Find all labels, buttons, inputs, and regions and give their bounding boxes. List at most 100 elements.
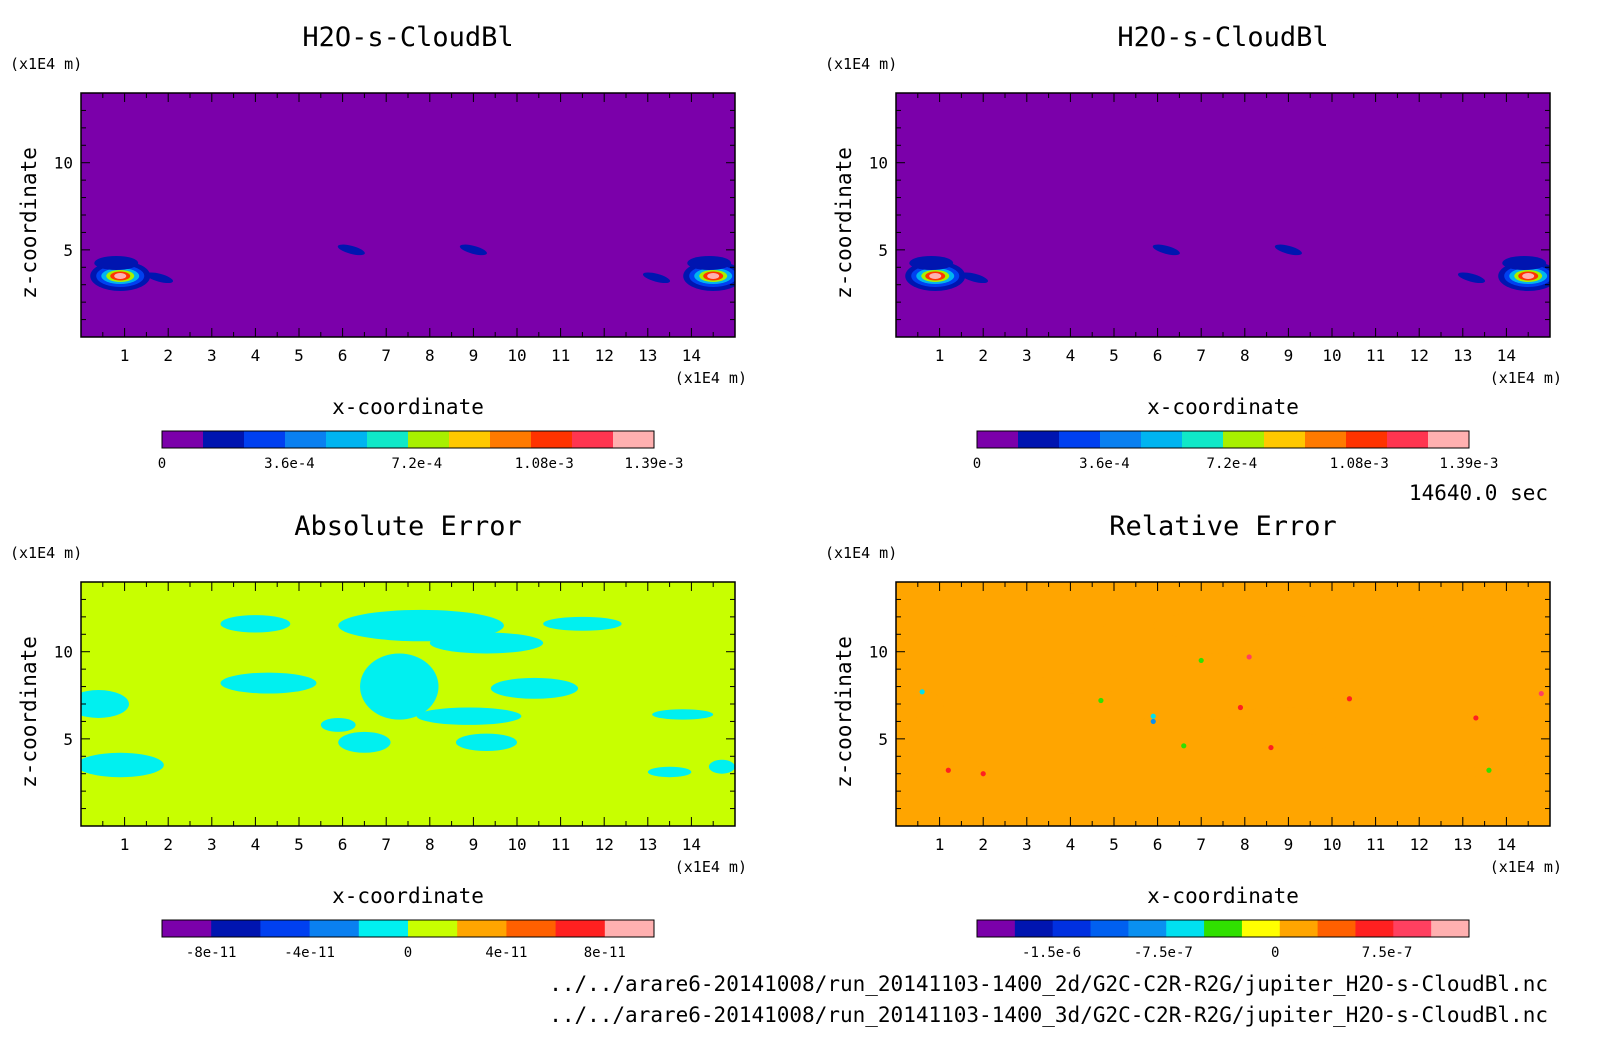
colorbar-swatch [506, 920, 557, 937]
x-tick-label: 8 [1240, 346, 1250, 365]
colorbar-label: -1.5e-6 [1022, 945, 1081, 961]
error-spot [919, 689, 925, 695]
error-region [1358, 616, 1437, 631]
plot-area [896, 582, 1550, 826]
x-tick-label: 9 [1284, 835, 1294, 854]
error-region [320, 717, 356, 732]
x-tick-label: 14 [682, 835, 701, 854]
x-tick-label: 3 [207, 835, 217, 854]
y-tick-label: 5 [878, 730, 888, 749]
error-region [1135, 717, 1171, 732]
colorbar-swatch [1355, 920, 1394, 937]
x-axis-title: x-coordinate [1147, 884, 1299, 908]
colorbar-swatch [1204, 920, 1243, 937]
error-region [1523, 759, 1550, 774]
colorbar-swatch [408, 920, 458, 937]
x-tick-label: 7 [1196, 346, 1206, 365]
x-tick-label: 12 [1410, 835, 1429, 854]
colorbar-frame [976, 430, 1470, 449]
x-tick-label: 5 [1109, 835, 1119, 854]
colorbar-label: 1.39e-3 [1439, 456, 1498, 472]
x-tick-label: 1 [120, 346, 130, 365]
x-tick-label: 10 [507, 835, 526, 854]
colorbar-label: 0 [973, 456, 981, 472]
error-spot [1346, 696, 1353, 702]
error-region [1305, 677, 1394, 699]
cloud-contour [1152, 244, 1180, 256]
colorbar-label: 4e-11 [485, 945, 527, 961]
x-tick-label: 11 [551, 835, 570, 854]
colorbar-swatch [358, 920, 409, 937]
colorbar-frame [161, 430, 655, 449]
error-spot [1246, 654, 1252, 660]
colorbar-frame [976, 919, 1470, 938]
error-region [455, 733, 517, 752]
error-spot [1150, 718, 1156, 725]
cloud-contour [1274, 244, 1302, 256]
colorbar-swatch [1317, 920, 1356, 937]
error-spot [1198, 657, 1204, 664]
file-path-3d: ../../arare6-20141008/run_20141103-1400_… [549, 1003, 1548, 1027]
error-region [543, 616, 622, 631]
colorbar-label: 7.2e-4 [392, 456, 443, 472]
error-region [1270, 733, 1332, 752]
error-region [1153, 731, 1206, 753]
x-tick-label: 12 [1410, 346, 1429, 365]
chart-title: Absolute Error [294, 511, 522, 542]
colorbar-swatch [408, 431, 450, 448]
colorbar-label: 0 [1271, 945, 1279, 961]
colorbar-swatch [1346, 431, 1388, 448]
colorbar-swatch [1387, 431, 1429, 448]
x-tick-label: 14 [1497, 346, 1516, 365]
x-tick-label: 12 [595, 835, 614, 854]
x-tick-label: 2 [978, 346, 988, 365]
x-tick-label: 11 [551, 346, 570, 365]
colorbar-label: 1.08e-3 [515, 456, 574, 472]
plot-area [81, 93, 735, 337]
x-tick-label: 2 [978, 835, 988, 854]
colorbar-swatch [1428, 431, 1470, 448]
error-region [896, 690, 944, 718]
colorbar-swatch [1059, 431, 1101, 448]
colorbar-swatch [1100, 431, 1142, 448]
cloud-contour [642, 272, 671, 284]
x-tick-label: 3 [1022, 346, 1032, 365]
cloud-contour [114, 273, 127, 279]
error-region [1153, 609, 1319, 642]
error-region [652, 709, 714, 720]
error-region [1244, 632, 1359, 654]
x-tick-label: 6 [338, 346, 348, 365]
error-region [1467, 709, 1529, 720]
error-region [708, 759, 735, 774]
x-tick-label: 6 [1153, 346, 1163, 365]
cloud-contour [145, 272, 174, 284]
cloud-contour [1502, 256, 1547, 270]
error-region [338, 731, 391, 753]
error-region [81, 690, 129, 718]
field-background [896, 93, 1550, 337]
x-tick-label: 2 [163, 835, 173, 854]
error-region [896, 752, 979, 778]
colorbar-swatch [1128, 920, 1167, 937]
y-tick-label: 5 [63, 730, 73, 749]
colorbar-swatch [1305, 431, 1347, 448]
x-tick-label: 1 [120, 835, 130, 854]
x-unit-label: (x1E4 m) [1490, 369, 1562, 387]
x-axis-title: x-coordinate [1147, 395, 1299, 419]
colorbar-swatch [1264, 431, 1306, 448]
colorbar-swatch [1223, 431, 1265, 448]
error-region [1035, 672, 1132, 694]
error-spot [1181, 743, 1187, 749]
colorbar-swatch [211, 920, 261, 937]
x-tick-label: 13 [638, 346, 657, 365]
field-background [81, 93, 735, 337]
colorbar-swatch [162, 920, 212, 937]
colorbar-swatch [1393, 920, 1432, 937]
y-tick-label: 10 [869, 154, 888, 173]
x-tick-label: 5 [294, 346, 304, 365]
error-spot [1237, 704, 1244, 711]
panel-3: Absolute Error(x1E4 m)1 2 3 4 5 6 7 8 9 10 11 12 13 1… [10, 511, 747, 961]
colorbar-swatch [1182, 431, 1224, 448]
panel-2: H2O-s-CloudBl(x1E4 m)1 2 3 4 5 6 7 8 9 10 11 12 13 14… [825, 22, 1562, 472]
